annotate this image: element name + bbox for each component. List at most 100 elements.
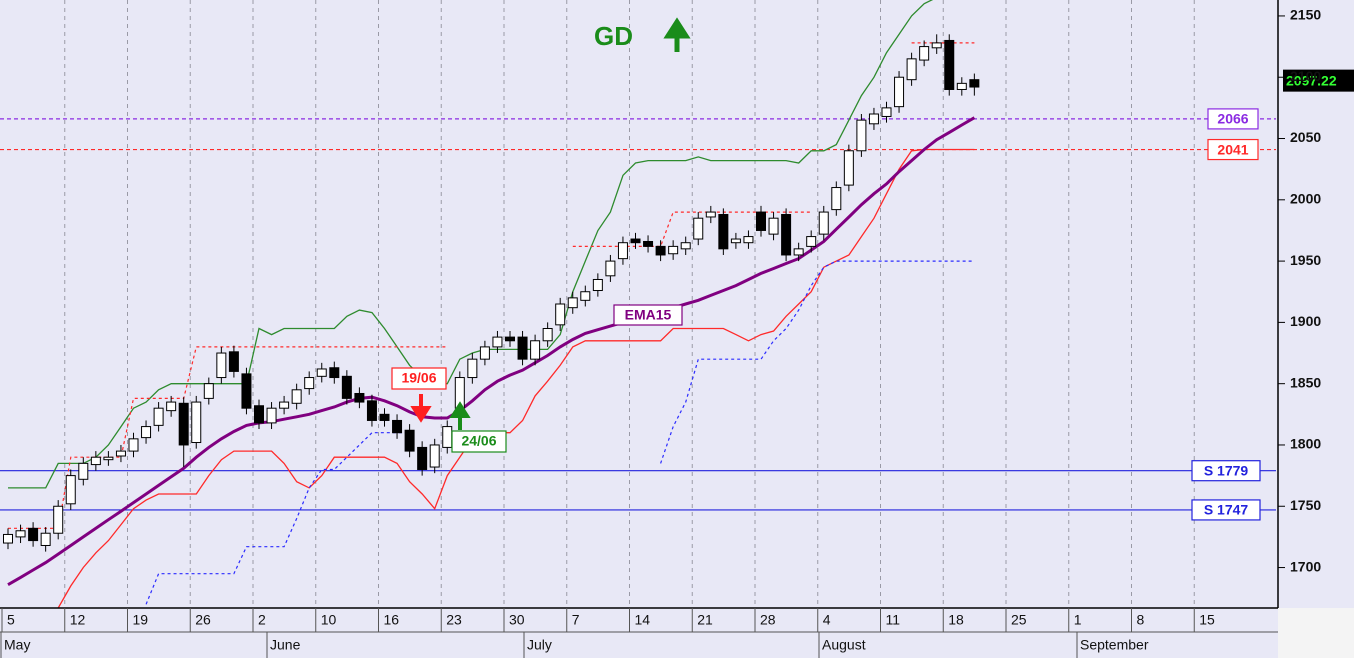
candle-body [178, 402, 189, 446]
candle-body [530, 340, 541, 360]
candle-body [818, 211, 829, 235]
candle-body [254, 405, 264, 424]
overlay: 2066 2041 S 1779 S 1747 2097.22 EMA15 19/06 24/… [391, 21, 1354, 521]
candle-body [630, 238, 641, 244]
candle-body [505, 336, 515, 342]
candle-body [894, 76, 905, 108]
month-label: August [822, 637, 866, 653]
candle-body [115, 450, 126, 457]
signal-arrow [663, 17, 691, 52]
month-label: June [270, 637, 301, 653]
y-tick-label: 2000 [1290, 191, 1321, 207]
series-line [8, 42, 975, 529]
candle-body [881, 107, 892, 117]
level-label: 2066 [1217, 111, 1248, 127]
x-tick-label: 14 [635, 612, 651, 628]
candle-body [228, 351, 239, 372]
series-line [145, 260, 975, 605]
y-tick-label: 2150 [1290, 7, 1321, 23]
candle-body [354, 392, 365, 403]
candle-body [141, 426, 152, 439]
y-tick-label: 2100 [1290, 68, 1321, 84]
candle-body [216, 352, 227, 379]
candle-body [944, 39, 955, 90]
annotation-box [451, 430, 507, 453]
x-tick-label: 8 [1137, 612, 1145, 628]
level-label: S 1779 [1204, 462, 1249, 478]
level-box [1207, 108, 1259, 130]
y-tick-label: 1850 [1290, 374, 1321, 390]
signal-arrow [410, 394, 432, 423]
x-tick-label: 23 [446, 612, 462, 628]
month-label: July [527, 637, 552, 653]
candle-body [78, 462, 89, 480]
candle-body [969, 79, 980, 88]
annotation: GD [594, 21, 633, 51]
candle-body [404, 429, 415, 452]
candle-body [153, 407, 164, 426]
candle-body [718, 214, 729, 250]
candle-body [417, 446, 428, 470]
candle-body [479, 346, 490, 360]
x-tick-label: 18 [948, 612, 964, 628]
plot-area [0, 0, 1276, 608]
candle-body [919, 46, 930, 61]
candle-body [40, 532, 51, 546]
candle-body [53, 505, 64, 534]
level-box [1207, 138, 1259, 161]
candle-body [392, 419, 403, 434]
candle-body [781, 214, 792, 256]
candle-body [768, 217, 779, 235]
series-label-box [613, 304, 683, 326]
x-tick-label: 5 [7, 612, 15, 628]
signal-arrow [449, 401, 471, 430]
candle-body [617, 242, 628, 260]
level-label: S 1747 [1204, 502, 1249, 518]
candle-body [341, 375, 352, 399]
candle-body [605, 260, 616, 277]
candle-body [756, 211, 766, 231]
x-tick-label: 2 [258, 612, 266, 628]
x-tick-label: 12 [70, 612, 86, 628]
candle-body [668, 245, 679, 255]
level-label: 2041 [1217, 141, 1248, 157]
candle-body [806, 236, 817, 247]
month-label: September [1080, 637, 1149, 653]
candle-body [793, 248, 804, 256]
candle-body [429, 444, 440, 468]
x-tick-label: 15 [1199, 612, 1215, 628]
y-tick-label: 1750 [1290, 497, 1321, 513]
x-tick-label: 7 [572, 612, 580, 628]
month-label: May [4, 637, 30, 653]
x-tick-label: 10 [321, 612, 337, 628]
candle-body [856, 119, 867, 152]
x-tick-label: 1 [1074, 612, 1082, 628]
candle-body [15, 530, 26, 538]
candle-body [28, 527, 39, 542]
candle-body [3, 533, 13, 544]
annotation: 19/06 [401, 370, 436, 386]
candle-body [931, 42, 942, 49]
x-tick-label: 25 [1011, 612, 1027, 628]
candle-body [316, 368, 327, 377]
last-price-box [1283, 69, 1354, 92]
candle-body [843, 150, 854, 186]
candle-body [266, 407, 277, 424]
candle-body [705, 211, 716, 218]
corner [1278, 608, 1354, 658]
x-tick-label: 26 [195, 612, 211, 628]
candle-body [304, 377, 315, 390]
series-line [7, 116, 976, 586]
x-tick-label: 21 [697, 612, 713, 628]
candle-body [103, 456, 114, 461]
candle-body [128, 438, 139, 452]
candle-body [655, 245, 666, 256]
candle-body [643, 240, 654, 247]
candle-body [831, 187, 842, 211]
level-box [1191, 499, 1261, 521]
y-tick-label: 1800 [1290, 436, 1321, 452]
candle-body [956, 82, 967, 90]
candle-body [467, 358, 478, 379]
series-line [57, 148, 975, 608]
